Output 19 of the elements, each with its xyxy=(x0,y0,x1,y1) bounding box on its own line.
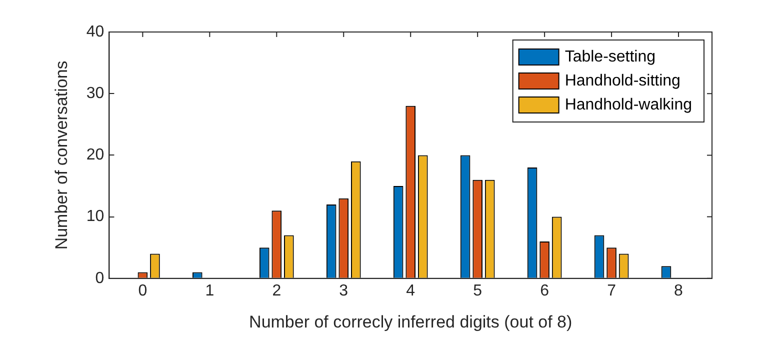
x-tick-label: 3 xyxy=(339,282,348,300)
x-axis-title: Number of correcly inferred digits (out of 8) xyxy=(249,312,572,332)
x-tick-label: 5 xyxy=(473,282,482,300)
x-tick-label: 7 xyxy=(607,282,616,300)
legend-label: Handhold-walking xyxy=(564,96,692,114)
y-axis-title: Number of conversations xyxy=(52,60,71,250)
y-tick-label: 20 xyxy=(86,146,104,164)
x-tick-label: 4 xyxy=(406,282,416,300)
legend-label: Handhold-sitting xyxy=(564,72,680,90)
x-tick-label: 6 xyxy=(540,282,550,300)
x-tick-label: 8 xyxy=(674,282,684,300)
x-tick-label: 1 xyxy=(205,282,214,300)
y-tick-label: 0 xyxy=(95,270,104,287)
legend-label: Table-setting xyxy=(564,48,656,66)
y-tick-label: 40 xyxy=(86,23,104,40)
x-tick-label: 0 xyxy=(138,282,148,300)
y-tick-label: 10 xyxy=(86,208,104,226)
x-tick-label: 2 xyxy=(272,282,282,300)
y-tick-label: 30 xyxy=(86,85,104,102)
